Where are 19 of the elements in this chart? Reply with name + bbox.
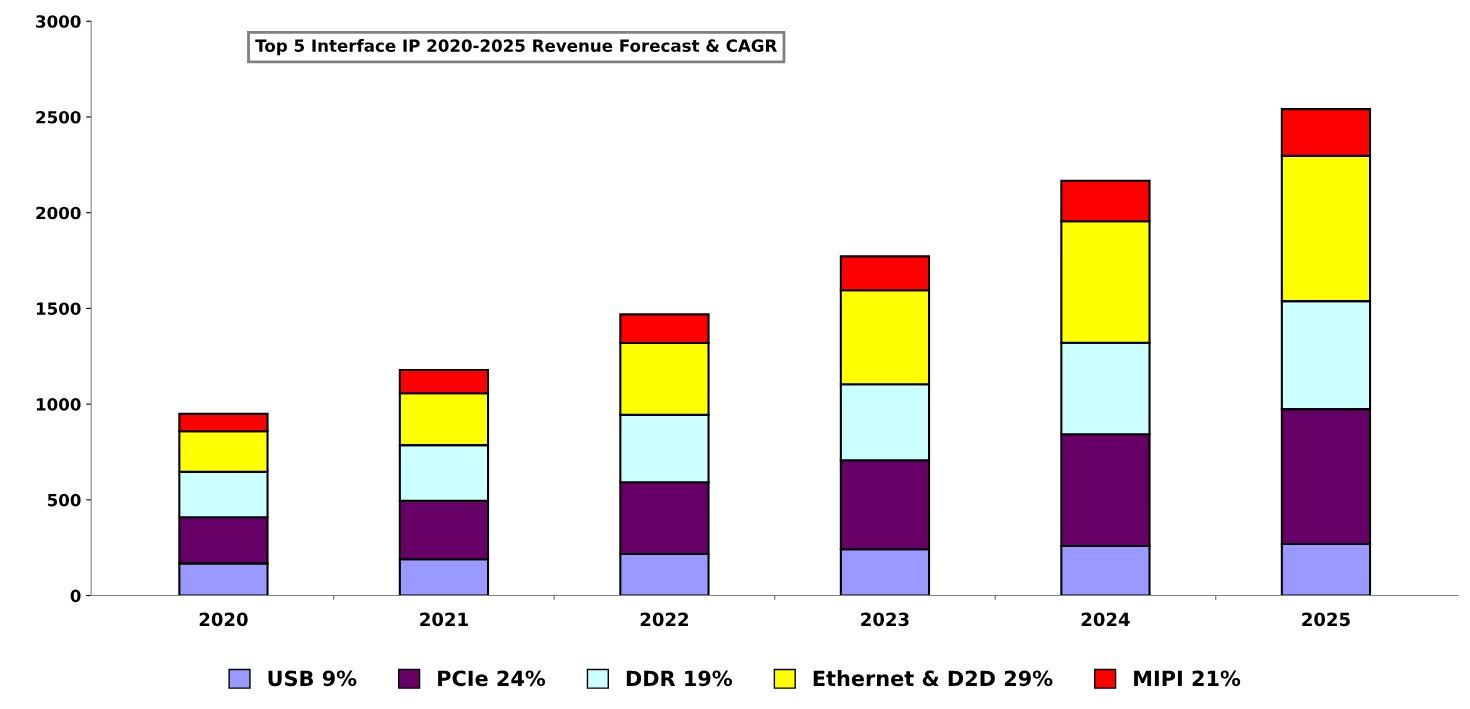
y-tick-label: 0 — [70, 589, 81, 603]
legend-label: Ethernet & D2D 29% — [813, 670, 1053, 687]
y-tick-label: 2500 — [36, 110, 81, 124]
legend-label: MIPI 21% — [1134, 670, 1241, 687]
x-tick-label: 2021 — [420, 612, 468, 627]
legend-label: USB 9% — [268, 670, 357, 687]
x-tick-label: 2023 — [861, 612, 909, 627]
legend-label: DDR 19% — [626, 670, 733, 687]
y-tick-label: 1000 — [36, 398, 81, 411]
text: Top 5 Interface IP 2020-2025 Revenue Forecast & CAGR — [255, 39, 777, 56]
x-tick-label: 2024 — [1081, 612, 1130, 627]
legend-label: PCIe 24% — [438, 670, 546, 687]
y-tick-label: 2000 — [36, 206, 81, 220]
x-tick-label: 2020 — [199, 612, 248, 627]
x-tick-label: 2025 — [1302, 612, 1350, 627]
y-tick-label: 1500 — [36, 302, 81, 315]
y-tick-label: 3000 — [36, 15, 81, 28]
x-tick-label: 2022 — [640, 612, 688, 627]
y-tick-label: 500 — [47, 493, 81, 507]
